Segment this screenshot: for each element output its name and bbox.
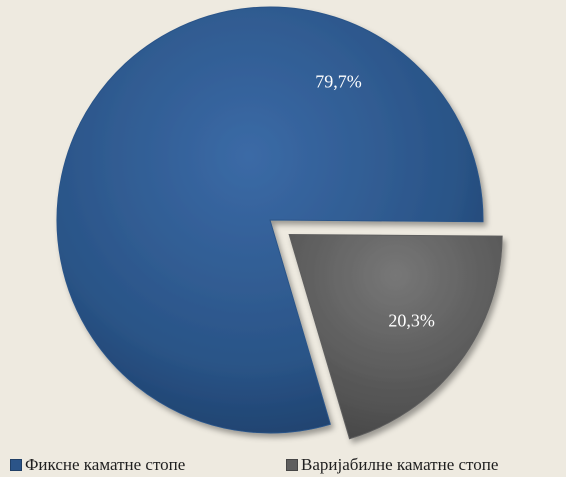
legend-label-fixed: Фиксне каматне стопе — [25, 455, 186, 474]
legend-item-variable: Варијабилне каматне стопе — [286, 455, 498, 475]
legend-item-fixed: Фиксне каматне стопе — [10, 455, 185, 475]
pie-label-fixed: 79,7% — [315, 72, 362, 92]
legend: Фиксне каматне стопе Варијабилне каматне… — [0, 455, 566, 477]
legend-swatch-fixed-icon — [10, 459, 22, 471]
legend-label-variable: Варијабилне каматне стопе — [301, 455, 499, 474]
legend-swatch-variable-icon — [286, 459, 298, 471]
pie-label-variable: 20,3% — [388, 311, 435, 331]
pie-slice-variable — [288, 233, 503, 440]
pie-slice-fixed — [56, 6, 484, 434]
